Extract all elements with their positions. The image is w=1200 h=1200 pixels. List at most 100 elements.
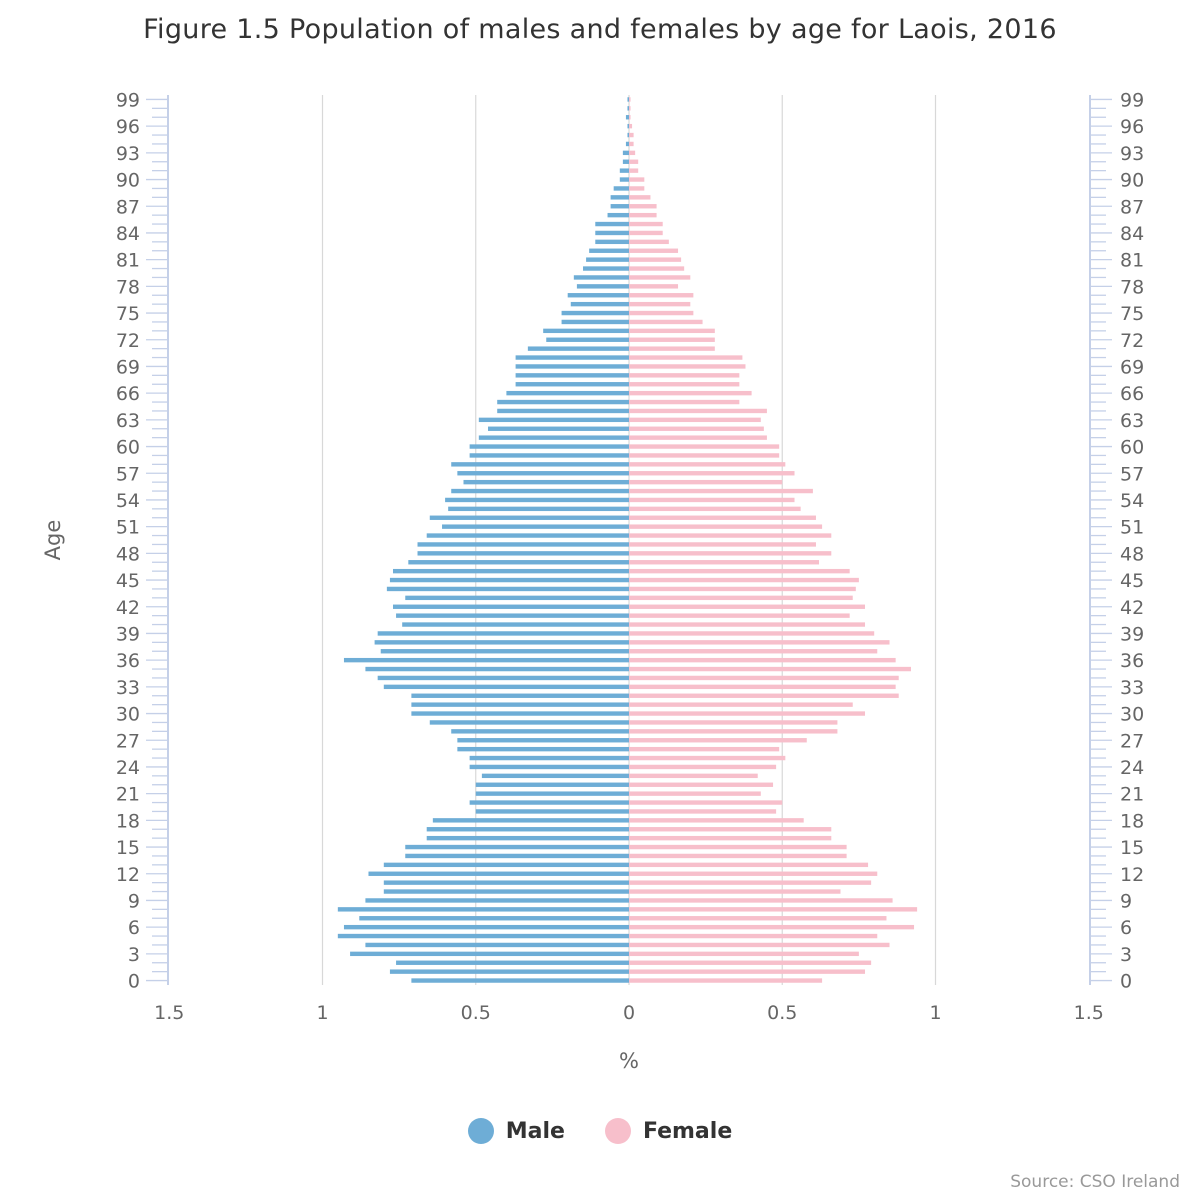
female-bar[interactable] <box>629 738 807 743</box>
female-bar[interactable] <box>629 115 631 120</box>
male-bar[interactable] <box>488 426 629 431</box>
male-bar[interactable] <box>561 319 629 325</box>
female-bar[interactable] <box>629 382 740 387</box>
female-bar[interactable] <box>629 239 669 245</box>
female-bar[interactable] <box>629 257 682 262</box>
female-bar[interactable] <box>629 835 832 841</box>
male-bar[interactable] <box>627 123 629 129</box>
female-bar[interactable] <box>629 595 853 601</box>
female-bar[interactable] <box>629 818 804 823</box>
female-bar[interactable] <box>629 230 663 236</box>
female-bar[interactable] <box>629 186 645 191</box>
male-bar[interactable] <box>343 657 629 663</box>
male-bar[interactable] <box>445 497 629 503</box>
female-bar[interactable] <box>629 488 813 494</box>
male-bar[interactable] <box>586 257 629 262</box>
female-bar[interactable] <box>629 524 823 529</box>
male-bar[interactable] <box>469 800 629 805</box>
male-bar[interactable] <box>546 337 629 342</box>
female-bar[interactable] <box>629 221 663 227</box>
female-bar[interactable] <box>629 577 859 583</box>
male-bar[interactable] <box>627 132 629 138</box>
male-bar[interactable] <box>411 711 629 716</box>
female-bar[interactable] <box>629 150 636 156</box>
female-bar[interactable] <box>629 515 816 520</box>
female-bar[interactable] <box>629 533 832 538</box>
female-bar[interactable] <box>629 631 875 636</box>
male-bar[interactable] <box>595 239 629 245</box>
male-bar[interactable] <box>350 951 629 957</box>
male-bar[interactable] <box>457 738 629 743</box>
female-bar[interactable] <box>629 933 878 939</box>
female-bar[interactable] <box>629 301 691 307</box>
female-bar[interactable] <box>629 399 740 405</box>
male-bar[interactable] <box>448 506 629 512</box>
male-bar[interactable] <box>497 408 629 414</box>
female-bar[interactable] <box>629 978 823 983</box>
male-bar[interactable] <box>405 853 629 859</box>
male-bar[interactable] <box>625 115 629 120</box>
legend-item-female[interactable]: Female <box>604 1118 732 1144</box>
male-bar[interactable] <box>386 586 629 592</box>
female-bar[interactable] <box>629 471 795 476</box>
female-bar[interactable] <box>629 310 694 316</box>
female-bar[interactable] <box>629 898 893 903</box>
female-bar[interactable] <box>629 720 838 725</box>
female-bar[interactable] <box>629 560 820 565</box>
male-bar[interactable] <box>411 693 629 698</box>
male-bar[interactable] <box>478 417 629 423</box>
male-bar[interactable] <box>527 346 629 351</box>
male-bar[interactable] <box>392 568 629 574</box>
male-bar[interactable] <box>475 782 629 787</box>
male-bar[interactable] <box>469 453 629 458</box>
male-bar[interactable] <box>613 186 629 191</box>
female-bar[interactable] <box>629 479 783 485</box>
female-bar[interactable] <box>629 649 878 654</box>
female-bar[interactable] <box>629 800 783 805</box>
male-bar[interactable] <box>389 969 629 974</box>
female-bar[interactable] <box>629 177 645 182</box>
male-bar[interactable] <box>405 595 629 601</box>
male-bar[interactable] <box>383 684 629 690</box>
male-bar[interactable] <box>451 729 629 734</box>
female-bar[interactable] <box>629 97 631 102</box>
male-bar[interactable] <box>515 382 629 387</box>
male-bar[interactable] <box>432 818 629 823</box>
female-bar[interactable] <box>629 266 685 271</box>
female-bar[interactable] <box>629 853 847 859</box>
male-bar[interactable] <box>359 916 629 921</box>
female-bar[interactable] <box>629 551 832 556</box>
female-bar[interactable] <box>629 141 634 147</box>
female-bar[interactable] <box>629 123 633 129</box>
female-bar[interactable] <box>629 390 752 396</box>
male-bar[interactable] <box>337 933 629 939</box>
male-bar[interactable] <box>481 773 629 779</box>
male-bar[interactable] <box>426 835 629 841</box>
male-bar[interactable] <box>392 604 629 609</box>
male-bar[interactable] <box>595 221 629 227</box>
female-bar[interactable] <box>629 426 764 431</box>
male-bar[interactable] <box>561 310 629 316</box>
male-bar[interactable] <box>570 301 629 307</box>
female-bar[interactable] <box>629 889 841 894</box>
female-bar[interactable] <box>629 791 761 796</box>
male-bar[interactable] <box>457 746 629 752</box>
female-bar[interactable] <box>629 969 866 974</box>
female-bar[interactable] <box>629 284 679 289</box>
male-bar[interactable] <box>343 924 629 930</box>
female-bar[interactable] <box>629 293 694 298</box>
female-bar[interactable] <box>629 657 896 663</box>
female-bar[interactable] <box>629 132 634 138</box>
male-bar[interactable] <box>463 479 629 485</box>
female-bar[interactable] <box>629 417 761 423</box>
female-bar[interactable] <box>629 907 918 912</box>
male-bar[interactable] <box>451 488 629 494</box>
male-bar[interactable] <box>405 844 629 850</box>
female-bar[interactable] <box>629 319 703 325</box>
female-bar[interactable] <box>629 337 715 342</box>
male-bar[interactable] <box>365 942 629 948</box>
male-bar[interactable] <box>469 755 629 761</box>
female-bar[interactable] <box>629 328 715 334</box>
male-bar[interactable] <box>429 515 629 520</box>
female-bar[interactable] <box>629 275 691 280</box>
